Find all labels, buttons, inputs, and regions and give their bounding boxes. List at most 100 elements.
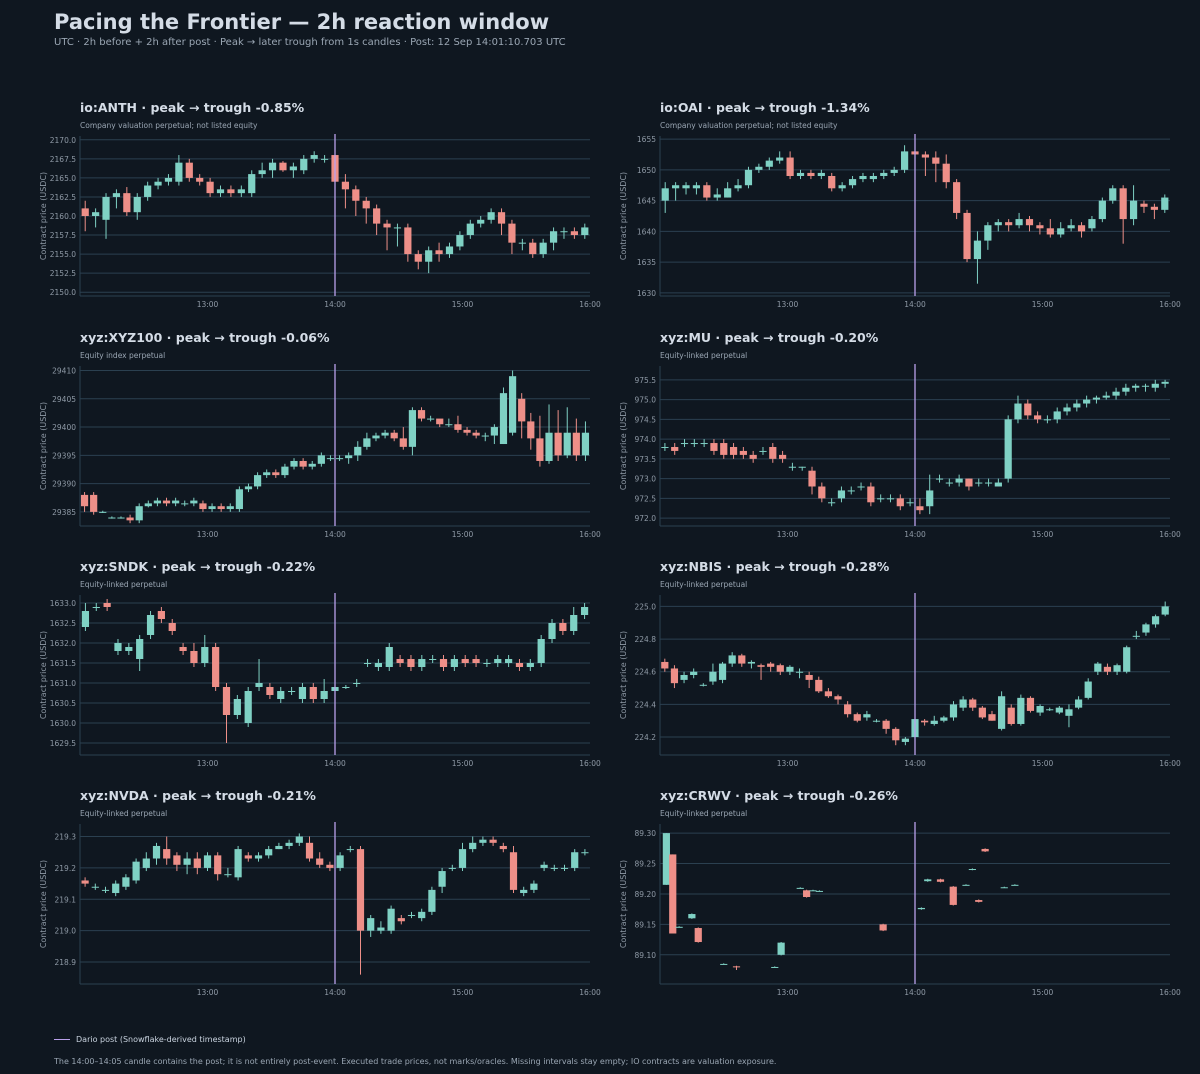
candle-body bbox=[765, 160, 773, 167]
candle bbox=[438, 867, 446, 894]
candle-body bbox=[879, 924, 887, 931]
candle bbox=[580, 603, 589, 619]
candle-body bbox=[477, 219, 485, 224]
candle bbox=[539, 238, 547, 258]
candle bbox=[164, 174, 173, 186]
candle bbox=[796, 887, 804, 889]
candle bbox=[272, 469, 280, 478]
candle-body bbox=[407, 659, 415, 667]
y-axis-label: Contract price (USDC) bbox=[39, 631, 48, 719]
candle bbox=[1077, 222, 1086, 238]
candle-body bbox=[530, 883, 538, 890]
candle bbox=[1151, 379, 1159, 392]
candle-body bbox=[126, 517, 134, 521]
candle-body bbox=[581, 432, 590, 456]
y-tick-label: 2170.0 bbox=[50, 136, 76, 145]
candle bbox=[1036, 222, 1044, 235]
candle-body bbox=[732, 966, 741, 968]
candle bbox=[1088, 216, 1096, 232]
x-tick-label: 15:00 bbox=[452, 530, 474, 539]
candle bbox=[505, 655, 513, 667]
candle bbox=[720, 439, 728, 459]
candle bbox=[299, 458, 307, 470]
candle-body bbox=[690, 443, 698, 445]
candle bbox=[978, 706, 986, 720]
candle-body bbox=[179, 647, 187, 651]
candle-body bbox=[385, 647, 393, 667]
candle-body bbox=[942, 163, 950, 183]
candle bbox=[1161, 379, 1169, 388]
candle bbox=[548, 619, 556, 643]
candle-body bbox=[509, 852, 518, 890]
candle-body bbox=[1036, 225, 1044, 229]
candle-body bbox=[472, 659, 480, 663]
chart-note: Company valuation perpetual; not listed … bbox=[80, 121, 258, 130]
candle bbox=[436, 418, 444, 428]
candle-body bbox=[1055, 707, 1063, 713]
candlestick-chart: 218.9 219.0 219.1 219.2 219.3 13:00 14:00 15:00… bbox=[39, 822, 601, 997]
candle-body bbox=[1140, 203, 1148, 207]
candle bbox=[1046, 707, 1054, 711]
candle-body bbox=[353, 683, 361, 684]
candle-body bbox=[279, 162, 287, 171]
candle-body bbox=[682, 185, 690, 189]
candle-body bbox=[112, 193, 121, 197]
candle-body bbox=[320, 158, 329, 160]
candle bbox=[963, 209, 971, 263]
candle-body bbox=[1046, 228, 1054, 235]
candlestick-chart: 224.2 224.4 224.6 224.8 225.0 13:00 14:00 15:00… bbox=[619, 593, 1181, 768]
candle-body bbox=[326, 864, 334, 868]
candle-body bbox=[299, 460, 307, 467]
candle bbox=[196, 174, 204, 186]
candle-body bbox=[786, 666, 794, 672]
candle-body bbox=[429, 659, 437, 660]
candle bbox=[1053, 407, 1061, 424]
candle-body bbox=[892, 728, 900, 741]
candle-body bbox=[253, 475, 262, 487]
candle bbox=[90, 492, 98, 515]
candle bbox=[767, 661, 775, 672]
candle-body bbox=[921, 154, 930, 158]
candle bbox=[125, 643, 133, 655]
candle-body bbox=[1077, 225, 1086, 232]
candle-body bbox=[227, 189, 235, 194]
candle bbox=[930, 715, 938, 726]
candle-body bbox=[1004, 419, 1012, 479]
candlestick-chart: 89.10 89.15 89.20 89.25 89.30 13:00 14:00 15:00… bbox=[619, 822, 1181, 997]
candle-body bbox=[1074, 699, 1083, 708]
candle bbox=[300, 155, 308, 175]
candle-body bbox=[397, 918, 405, 922]
candle-body bbox=[981, 848, 989, 852]
candle bbox=[672, 182, 680, 201]
y-tick-label: 219.3 bbox=[55, 833, 77, 842]
y-tick-label: 29395 bbox=[52, 451, 76, 460]
candle-body bbox=[142, 858, 150, 868]
candle bbox=[699, 683, 707, 687]
candle-body bbox=[1132, 385, 1140, 388]
candle-body bbox=[527, 421, 535, 439]
candle bbox=[136, 635, 144, 671]
candle bbox=[549, 227, 558, 251]
candle bbox=[279, 161, 287, 172]
candle-body bbox=[988, 714, 996, 721]
candle bbox=[499, 842, 507, 853]
candle bbox=[448, 864, 456, 872]
candle bbox=[877, 494, 885, 503]
candle-body bbox=[828, 502, 836, 504]
y-axis-label: Contract price (USDC) bbox=[39, 402, 48, 490]
candle-body bbox=[112, 883, 120, 894]
candle-body bbox=[669, 854, 677, 934]
candle bbox=[994, 219, 1002, 232]
candle-body bbox=[690, 671, 698, 675]
candle bbox=[853, 712, 861, 723]
candle-body bbox=[144, 185, 152, 197]
x-tick-label: 13:00 bbox=[777, 759, 799, 768]
x-tick-label: 15:00 bbox=[1032, 300, 1054, 309]
candle-body bbox=[1084, 681, 1092, 698]
candle bbox=[179, 643, 187, 655]
candle bbox=[788, 462, 797, 471]
candle-body bbox=[688, 914, 696, 919]
y-tick-label: 2152.5 bbox=[50, 269, 76, 278]
candle bbox=[146, 611, 155, 639]
candle bbox=[924, 878, 932, 882]
